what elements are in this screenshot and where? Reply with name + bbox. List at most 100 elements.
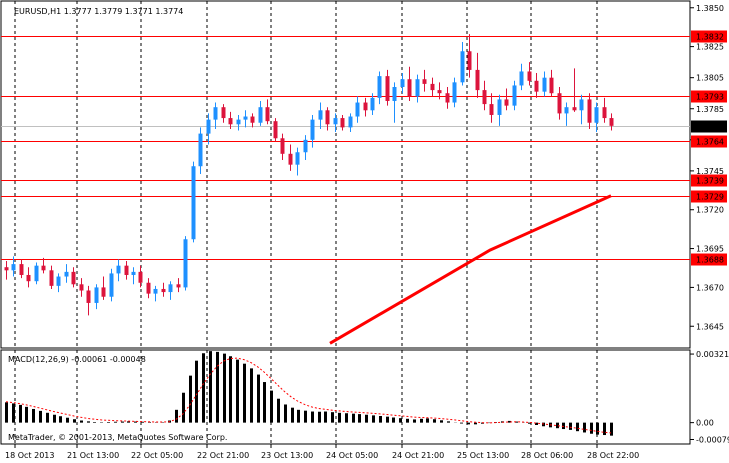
candle-body[interactable]	[183, 239, 188, 288]
candle-body[interactable]	[430, 83, 435, 91]
candle-body[interactable]	[213, 107, 218, 120]
candle-body[interactable]	[549, 77, 554, 94]
x-tick-label: 28 Oct 22:00	[587, 451, 639, 460]
candle-body[interactable]	[280, 138, 285, 154]
candle-body[interactable]	[250, 116, 255, 123]
candle-body[interactable]	[482, 90, 487, 105]
candle-body[interactable]	[258, 107, 263, 123]
candle-body[interactable]	[467, 51, 472, 70]
candle-body[interactable]	[86, 290, 91, 303]
candle-body[interactable]	[572, 107, 577, 111]
candle-body[interactable]	[422, 79, 427, 84]
candle-body[interactable]	[4, 267, 9, 271]
candle-body[interactable]	[228, 118, 233, 125]
candle-body[interactable]	[236, 119, 241, 125]
candle-body[interactable]	[489, 104, 494, 115]
candle-body[interactable]	[579, 99, 584, 111]
candle-body[interactable]	[265, 107, 270, 122]
candle-body[interactable]	[557, 93, 562, 114]
macd-y-tick-label: 0.00	[696, 419, 714, 428]
candle-body[interactable]	[594, 107, 599, 123]
candle-body[interactable]	[400, 79, 405, 87]
macd-y-tick-label: 0.00321	[696, 350, 729, 359]
candle-body[interactable]	[542, 77, 547, 92]
candle-body[interactable]	[534, 80, 539, 92]
candle-body[interactable]	[198, 133, 203, 167]
candle-body[interactable]	[407, 79, 412, 97]
x-tick-label: 22 Oct 05:00	[131, 451, 183, 460]
candle-body[interactable]	[363, 102, 368, 111]
candle-body[interactable]	[325, 110, 330, 125]
candle-body[interactable]	[504, 99, 509, 106]
candle-body[interactable]	[452, 82, 457, 103]
candle-body[interactable]	[295, 152, 300, 165]
candle-body[interactable]	[527, 71, 532, 81]
candle-body[interactable]	[497, 99, 502, 115]
x-tick-label: 18 Oct 2013	[5, 451, 54, 460]
candle-body[interactable]	[377, 76, 382, 98]
trend-line[interactable]	[329, 194, 612, 345]
candle-body[interactable]	[564, 107, 569, 114]
candle-body[interactable]	[609, 118, 614, 126]
candle-body[interactable]	[41, 265, 46, 271]
candle-body[interactable]	[437, 90, 442, 94]
candle-body[interactable]	[273, 121, 278, 139]
candle-body[interactable]	[392, 87, 397, 101]
candle-body[interactable]	[191, 166, 196, 240]
candle-body[interactable]	[519, 71, 524, 86]
candle-body[interactable]	[460, 51, 465, 83]
x-tick-label: 25 Oct 13:00	[457, 451, 509, 460]
candle-body[interactable]	[79, 284, 84, 291]
x-tick-label: 24 Oct 05:00	[326, 451, 378, 460]
candle-body[interactable]	[131, 271, 136, 275]
candle-body[interactable]	[370, 97, 375, 111]
candle-body[interactable]	[355, 102, 360, 117]
candle-body[interactable]	[310, 119, 315, 140]
candle-body[interactable]	[109, 273, 114, 297]
macd-pane[interactable]: 0.00321 0.00 -0.00079	[0, 349, 729, 445]
candle-body[interactable]	[602, 107, 607, 119]
candle-body[interactable]	[101, 287, 106, 297]
candle-body[interactable]	[512, 85, 517, 106]
candle-body[interactable]	[348, 116, 353, 128]
candle-body[interactable]	[243, 116, 248, 120]
candle-body[interactable]	[124, 265, 129, 275]
y-tick-label: 1.3850	[696, 4, 724, 13]
candle-body[interactable]	[19, 264, 24, 275]
candle-body[interactable]	[318, 110, 323, 120]
candle-body[interactable]	[176, 284, 181, 288]
candle-body[interactable]	[11, 264, 16, 271]
candle-body[interactable]	[94, 287, 99, 303]
candle-body[interactable]	[153, 288, 158, 294]
candle-body[interactable]	[71, 271, 76, 285]
candle-body[interactable]	[116, 265, 121, 274]
candle-body[interactable]	[303, 139, 308, 153]
candle-body[interactable]	[333, 118, 338, 125]
candle-body[interactable]	[288, 153, 293, 165]
level-label: 1.3793	[696, 93, 724, 102]
candle-body[interactable]	[26, 274, 31, 282]
candle-body[interactable]	[56, 276, 61, 286]
candle-body[interactable]	[64, 271, 69, 277]
level-label: 1.3739	[696, 177, 724, 186]
main-pane[interactable]: 1.38501.38251.38051.37851.37651.37451.37…	[0, 0, 727, 349]
candle-body[interactable]	[168, 284, 173, 293]
level-label-bg	[691, 135, 727, 148]
candle-body[interactable]	[146, 282, 151, 294]
candle-body[interactable]	[587, 99, 592, 123]
candle-body[interactable]	[340, 118, 345, 128]
candle-body[interactable]	[415, 79, 420, 97]
macd-y-tick-label: -0.00079	[696, 436, 729, 445]
candle-body[interactable]	[445, 93, 450, 103]
level-label: 1.3764	[696, 138, 724, 147]
candle-body[interactable]	[221, 107, 226, 119]
candle-body[interactable]	[475, 69, 480, 91]
candle-body[interactable]	[161, 288, 166, 293]
candle-body[interactable]	[34, 265, 39, 282]
candle-body[interactable]	[206, 119, 211, 134]
candle-body[interactable]	[385, 76, 390, 101]
candle-body[interactable]	[49, 270, 54, 286]
candle-body[interactable]	[138, 271, 143, 283]
